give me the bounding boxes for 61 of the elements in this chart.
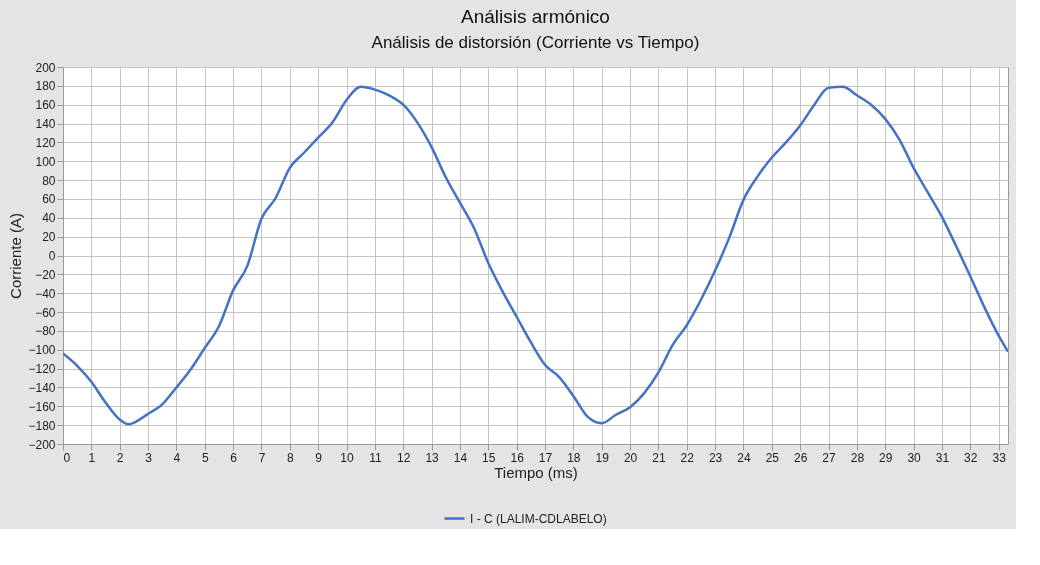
x-tick-label: 17 [538,450,553,465]
x-tick-label: 25 [765,450,780,465]
x-tick-label: 15 [482,450,496,465]
x-tick-label: 13 [425,450,440,465]
line-series [63,85,1008,426]
x-tick-label: 14 [453,450,468,465]
x-tick-label: 31 [935,450,950,465]
y-tick-label: −60 [35,305,56,320]
x-tick-label: 10 [340,450,355,465]
x-tick-label: 29 [879,450,893,465]
x-tick-label: 2 [116,450,124,465]
y-tick-label: −140 [28,380,56,395]
y-tick-label: −200 [28,437,56,452]
x-tick-label: 6 [230,450,238,465]
x-tick-label: 19 [595,450,610,465]
x-tick-label: 9 [315,450,323,465]
x-tick-label: 5 [201,450,209,465]
y-tick-label: −120 [28,362,56,377]
x-axis-title: Tiempo (ms) [494,463,578,481]
x-tick-label: 33 [992,450,1007,465]
x-tick-label: 7 [258,450,266,465]
x-tick-label: 24 [737,450,751,465]
y-tick-label: 100 [35,154,56,169]
x-tick-label: 28 [850,450,865,465]
y-tick-label: −100 [28,343,56,358]
x-tick-label: 21 [652,450,666,465]
x-tick-label: 18 [567,450,581,465]
x-tick-label: 8 [286,450,294,465]
chart-title: Análisis armónico [461,6,610,27]
x-tick-label: 12 [397,450,411,465]
y-tick-label: 0 [48,249,56,263]
y-axis-title: Corriente (A) [7,213,25,299]
x-tick-label: 20 [623,450,638,465]
x-tick-label: 3 [145,450,153,465]
x-tick-label: 16 [510,450,525,465]
x-tick-label: 11 [369,450,382,465]
y-tick-label: −180 [28,418,56,433]
y-tick-label: −160 [28,399,56,414]
x-tick-label: 22 [680,450,695,465]
y-tick-label: −40 [35,286,56,301]
y-tick-label: −20 [35,267,56,282]
x-tick-label: 30 [907,450,922,465]
y-tick-label: 160 [35,98,56,113]
y-tick-label: 60 [42,192,56,207]
x-tick-label: 27 [822,450,837,465]
x-tick-label: 1 [88,450,96,465]
y-tick-label: 180 [35,79,56,94]
x-tick-label: 32 [964,450,978,465]
x-tick-label: 0 [63,450,71,465]
x-tick-label: 26 [793,450,808,465]
x-tick-label: 4 [173,450,181,465]
y-tick-label: 80 [42,173,56,188]
chart-subtitle: Análisis de distorsión (Corriente vs Tiempo) [371,33,700,52]
y-tick-label: 40 [42,211,56,226]
y-tick-label: 120 [35,135,56,150]
y-tick-label: −80 [35,324,56,339]
y-tick-label: 140 [35,117,56,132]
legend-label: I - C (LALIM-CDLABELO) [470,511,607,526]
y-tick-label: 20 [42,230,56,245]
y-tick-label: 200 [35,60,56,75]
x-tick-label: 23 [708,450,723,465]
